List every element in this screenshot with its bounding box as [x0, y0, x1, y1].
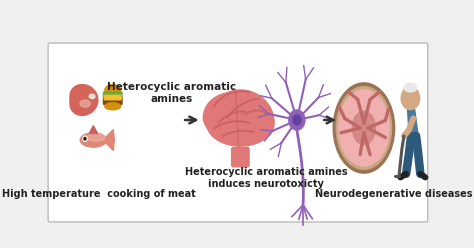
Polygon shape — [89, 126, 98, 133]
FancyBboxPatch shape — [103, 92, 122, 98]
Circle shape — [293, 115, 301, 125]
FancyBboxPatch shape — [104, 95, 121, 100]
Ellipse shape — [87, 133, 105, 141]
Ellipse shape — [338, 90, 389, 166]
Ellipse shape — [404, 83, 417, 92]
Text: Heterocyclic aromatic amines
induces neurotoxicty: Heterocyclic aromatic amines induces neu… — [185, 167, 347, 189]
Ellipse shape — [109, 87, 111, 88]
FancyBboxPatch shape — [232, 147, 249, 167]
Polygon shape — [105, 130, 114, 150]
Text: High temperature  cooking of meat: High temperature cooking of meat — [2, 189, 196, 199]
Ellipse shape — [80, 133, 107, 147]
Ellipse shape — [105, 85, 121, 96]
Circle shape — [84, 137, 86, 140]
Circle shape — [401, 87, 419, 110]
Circle shape — [289, 110, 305, 130]
Ellipse shape — [89, 94, 95, 98]
Ellipse shape — [80, 100, 91, 107]
Polygon shape — [70, 85, 98, 115]
FancyBboxPatch shape — [103, 97, 122, 104]
Text: Neurodegenerative diseases: Neurodegenerative diseases — [315, 189, 473, 199]
Ellipse shape — [117, 87, 118, 89]
Ellipse shape — [114, 85, 115, 87]
Polygon shape — [408, 110, 418, 136]
Ellipse shape — [352, 111, 375, 145]
Text: Heterocyclic aromatic
amines: Heterocyclic aromatic amines — [107, 82, 236, 104]
Ellipse shape — [333, 83, 395, 173]
Ellipse shape — [336, 87, 392, 169]
Ellipse shape — [105, 103, 121, 110]
Circle shape — [83, 136, 87, 141]
FancyBboxPatch shape — [48, 43, 428, 222]
Polygon shape — [203, 90, 274, 146]
